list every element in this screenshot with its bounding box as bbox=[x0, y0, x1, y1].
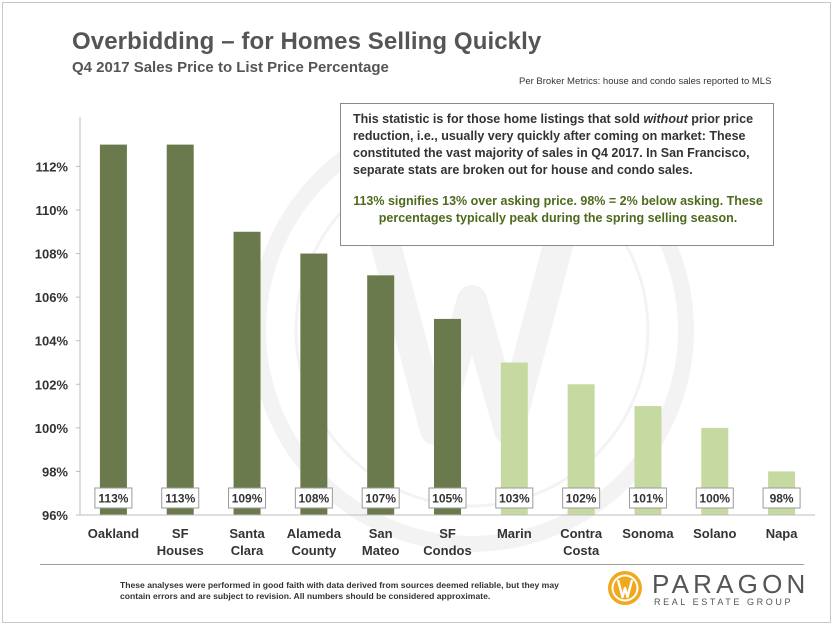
logo-wordmark: PARAGON bbox=[652, 569, 810, 599]
x-tick-label: SF bbox=[172, 526, 189, 541]
data-label-box bbox=[495, 487, 534, 509]
y-tick-label: 100% bbox=[35, 421, 69, 436]
x-tick-label: Mateo bbox=[362, 543, 400, 558]
paragon-logo-icon bbox=[608, 571, 642, 605]
x-tick-label: SF bbox=[439, 526, 456, 541]
chart-subtitle: Q4 2017 Sales Price to List Price Percen… bbox=[72, 59, 389, 76]
footer-divider bbox=[40, 564, 804, 565]
x-tick-label: Santa bbox=[229, 526, 265, 541]
x-tick-label: Napa bbox=[766, 526, 799, 541]
bar bbox=[434, 318, 461, 515]
y-tick-label: 96% bbox=[42, 508, 68, 523]
data-label-box bbox=[228, 487, 267, 509]
data-label-box bbox=[94, 487, 133, 509]
data-label: 113% bbox=[165, 492, 195, 506]
x-tick-label: Clara bbox=[231, 543, 264, 558]
chart-title: Overbidding – for Homes Selling Quickly bbox=[72, 28, 542, 55]
x-tick-label: Houses bbox=[157, 543, 204, 558]
data-label-box bbox=[428, 487, 467, 509]
data-label: 101% bbox=[633, 492, 664, 506]
data-label: 100% bbox=[699, 492, 730, 506]
bar bbox=[367, 275, 395, 515]
note-emphasis: without bbox=[643, 112, 688, 126]
note-paragraph-2: 113% signifies 13% over asking price. 98… bbox=[353, 194, 763, 225]
x-tick-label: Marin bbox=[497, 526, 532, 541]
data-label: 113% bbox=[98, 492, 128, 506]
x-tick-label: Solano bbox=[693, 526, 736, 541]
x-tick-label: County bbox=[291, 543, 337, 558]
y-tick-label: 98% bbox=[42, 464, 68, 479]
y-tick-label: 110% bbox=[35, 203, 68, 218]
y-tick-label: 102% bbox=[35, 377, 69, 392]
data-label-box bbox=[562, 487, 601, 509]
x-tick-label: Contra bbox=[560, 526, 603, 541]
data-label-box bbox=[762, 487, 801, 509]
data-label-box bbox=[361, 487, 400, 509]
x-tick-label: Alameda bbox=[287, 526, 342, 541]
x-tick-label: Costa bbox=[563, 543, 600, 558]
data-label: 107% bbox=[365, 492, 396, 506]
data-label: 103% bbox=[499, 492, 530, 506]
logo-tagline: REAL ESTATE GROUP bbox=[654, 597, 794, 607]
data-label-box bbox=[294, 487, 333, 509]
y-tick-label: 106% bbox=[35, 290, 69, 305]
data-label: 108% bbox=[299, 492, 330, 506]
data-label-box bbox=[628, 487, 667, 509]
bar bbox=[233, 231, 261, 516]
bar bbox=[99, 144, 127, 515]
source-note: Per Broker Metrics: house and condo sale… bbox=[519, 76, 772, 87]
bar bbox=[300, 253, 328, 515]
data-label: 98% bbox=[770, 492, 794, 506]
data-label-box bbox=[695, 487, 734, 509]
explanation-note: This statistic is for those home listing… bbox=[340, 103, 774, 246]
data-label: 102% bbox=[566, 492, 597, 506]
data-label: 109% bbox=[232, 492, 263, 506]
bar bbox=[166, 144, 194, 515]
y-tick-label: 104% bbox=[35, 334, 69, 349]
data-label-box bbox=[161, 487, 200, 509]
note-paragraph-1: This statistic is for those home listing… bbox=[353, 112, 754, 177]
y-tick-label: 112% bbox=[35, 159, 68, 174]
x-tick-label: Condos bbox=[423, 543, 471, 558]
x-tick-label: San bbox=[369, 526, 393, 541]
y-tick-label: 108% bbox=[35, 247, 69, 262]
x-tick-label: Sonoma bbox=[622, 526, 674, 541]
disclaimer-text: These analyses were performed in good fa… bbox=[120, 580, 559, 601]
data-label: 105% bbox=[432, 492, 463, 506]
x-tick-label: Oakland bbox=[88, 526, 139, 541]
